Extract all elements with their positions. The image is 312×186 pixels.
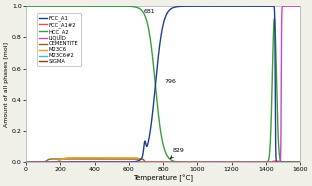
Text: 829: 829	[171, 148, 184, 158]
Y-axis label: Amount of all phases [mol]: Amount of all phases [mol]	[4, 42, 9, 127]
Text: 796: 796	[165, 79, 177, 84]
X-axis label: Temperature [°C]: Temperature [°C]	[133, 174, 193, 182]
Legend: FCC_A1, FCC_A1#2, HCC_A2, LIQUID, CEMENTITE, M23C6, M23C6#2, SIGMA: FCC_A1, FCC_A1#2, HCC_A2, LIQUID, CEMENT…	[37, 14, 81, 66]
Text: 681: 681	[144, 9, 155, 14]
